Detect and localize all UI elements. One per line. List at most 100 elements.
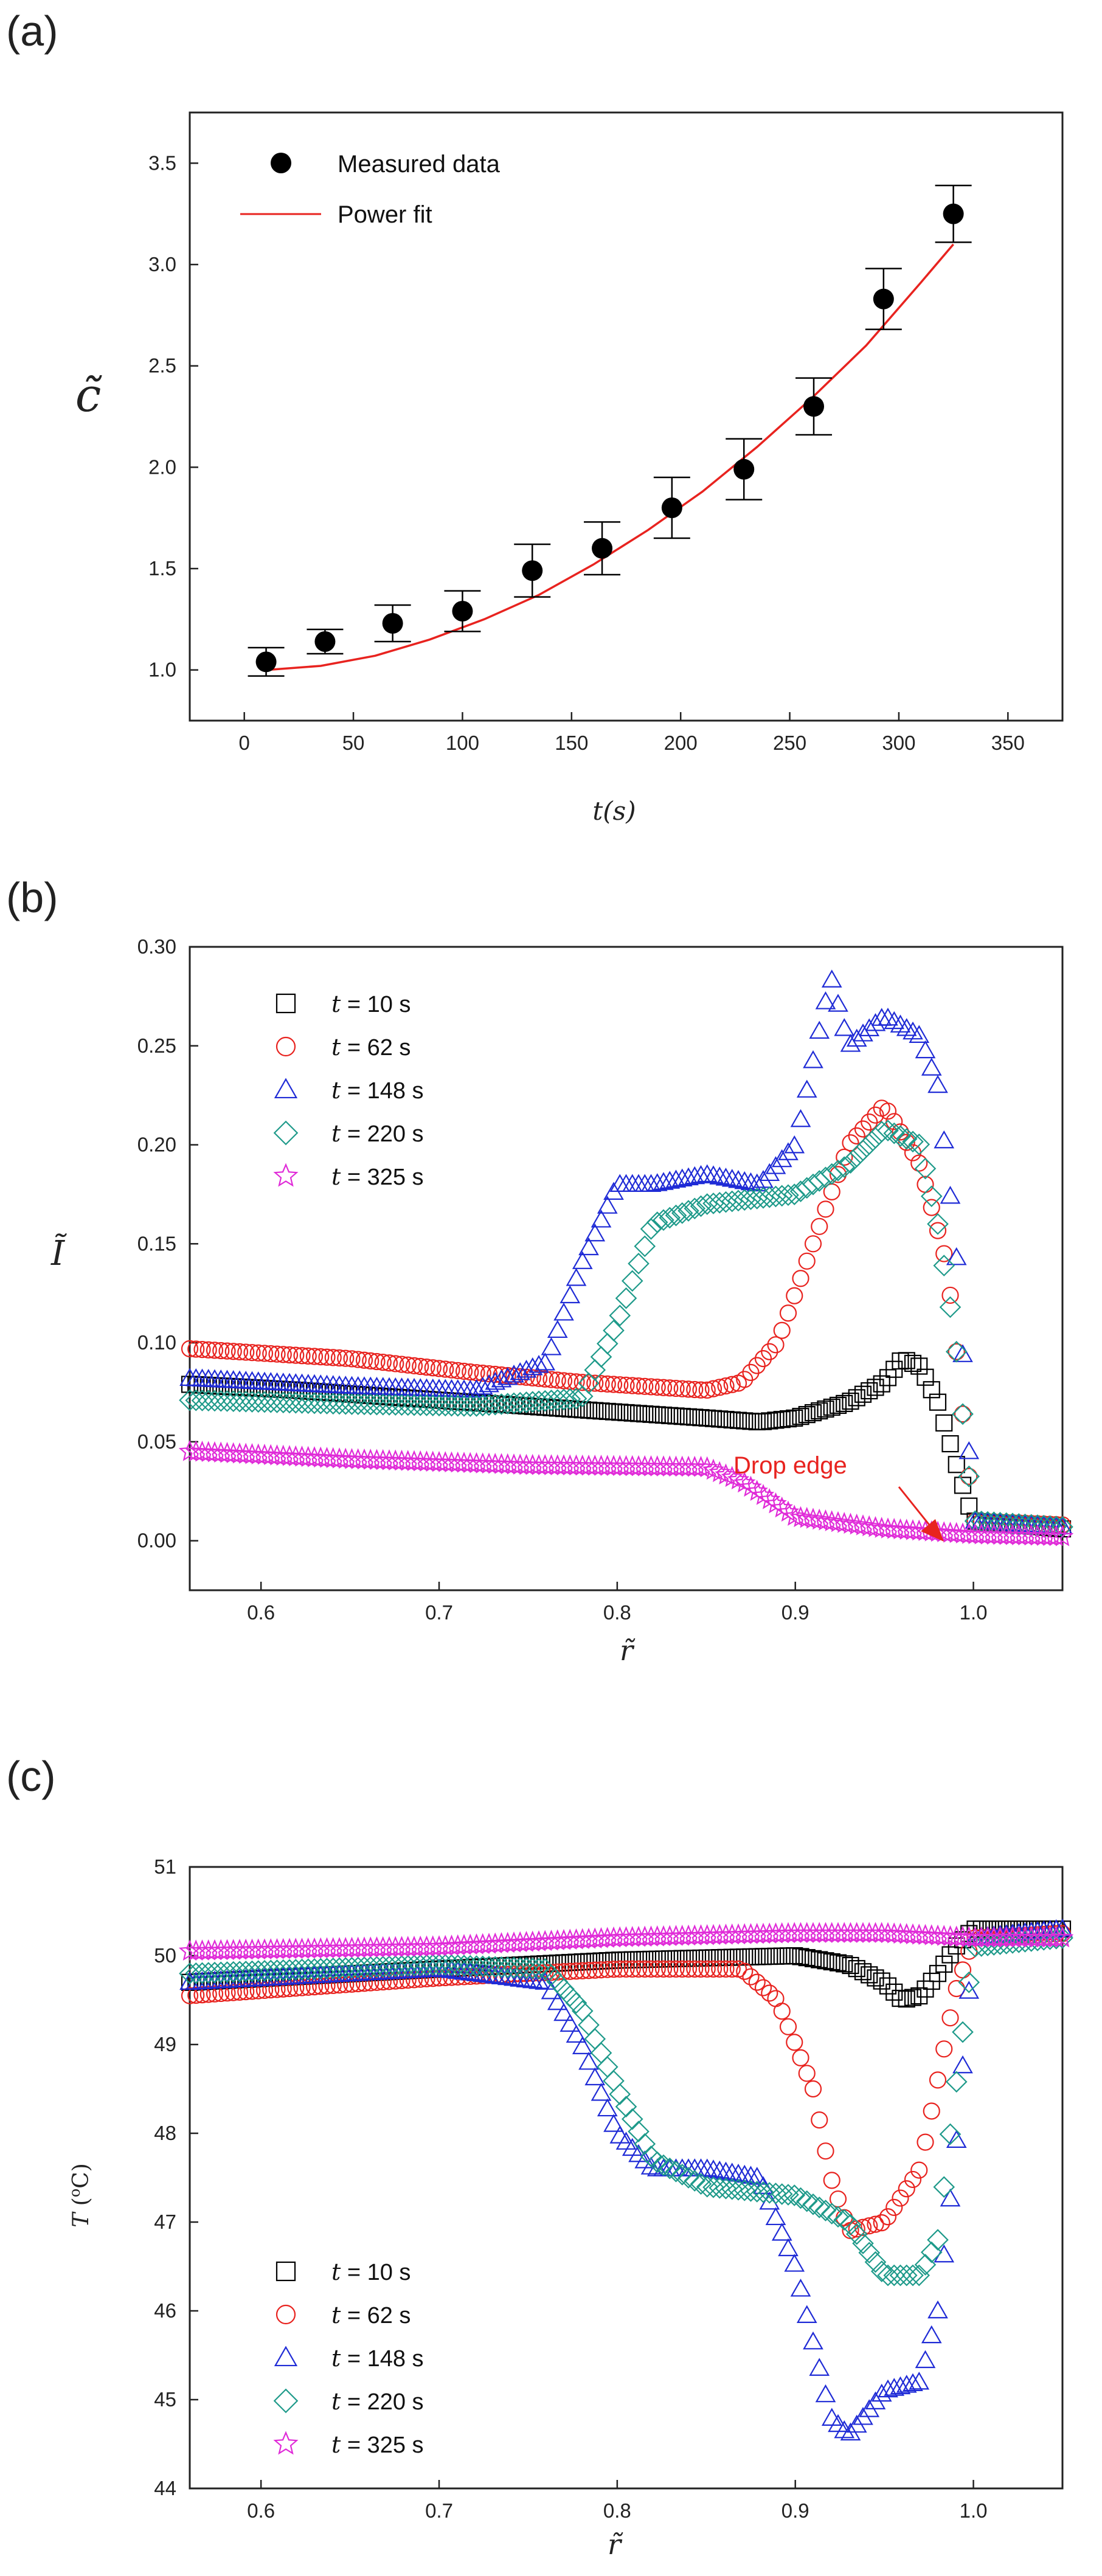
diamond-data-point [322, 1393, 344, 1415]
triangle-data-point [896, 1018, 917, 1036]
y-tick-label: 3.5 [148, 151, 176, 174]
circle-data-point [736, 1371, 754, 1388]
star-data-point [1045, 1525, 1067, 1546]
triangle-data-point [603, 2114, 624, 2132]
circle-data-point [230, 1983, 249, 2001]
diamond-data-point [814, 2200, 837, 2221]
y-tick-label: 3.0 [148, 253, 176, 275]
diamond-data-point [771, 1185, 793, 1207]
star-data-point [590, 1927, 612, 1948]
circle-data-point [798, 1252, 816, 1270]
diamond-data-point [316, 1958, 338, 1979]
y-tick-label: 0.10 [137, 1331, 176, 1354]
panel-b-frame [189, 946, 1064, 1591]
panel-c-y-title-sup: o [66, 2189, 83, 2197]
triangle-data-point [790, 1109, 811, 1127]
triangle-data-point [609, 2125, 631, 2144]
triangle-data-point [578, 1237, 599, 1256]
legend-label-t-10-s: t = 10 s [331, 2259, 411, 2285]
diamond-data-point [322, 1957, 344, 1979]
square-data-point [623, 1404, 641, 1422]
diamond-data-point [889, 2264, 912, 2287]
triangle-data-point [853, 1023, 873, 1042]
y-tick-label: 45 [154, 2388, 176, 2411]
diamond-data-point [421, 1394, 444, 1416]
diamond-data-point [1008, 1931, 1030, 1953]
triangle-data-point [809, 2358, 830, 2376]
diamond-data-point [677, 1200, 699, 1222]
triangle-data-point [915, 2350, 936, 2369]
diamond-data-point [995, 1933, 1017, 1955]
star-data-point [452, 1934, 476, 1955]
diamond-data-point [372, 1956, 394, 1978]
diamond-data-point [721, 1190, 743, 1213]
circle-data-point [867, 2215, 884, 2233]
triangle-data-point [940, 2188, 961, 2207]
star-data-point [559, 1928, 581, 1950]
triangle-data-point [696, 2158, 718, 2176]
star-data-point [895, 1518, 918, 1540]
triangle-data-point [934, 1130, 955, 1149]
panel-a-y-axis: 1.0 1.5 2.0 2.5 3.0 3.5 [148, 151, 198, 681]
star-data-point [715, 1463, 737, 1485]
diamond-data-point [709, 1191, 731, 1214]
diamond-data-point [590, 2042, 612, 2064]
circle-data-point [917, 2133, 934, 2151]
diamond-data-point [291, 1958, 313, 1981]
circle-data-point [623, 1960, 641, 1978]
diamond-data-point [870, 2260, 893, 2282]
diamond-data-point [628, 1253, 650, 1275]
circle-data-point [941, 2009, 959, 2027]
circle-data-point [474, 1365, 491, 1382]
triangle-data-point [385, 1377, 406, 1396]
circle-data-point [948, 1343, 965, 1360]
x-tick-label: 350 [991, 732, 1025, 754]
star-data-point [596, 1927, 619, 1948]
circle-data-point [823, 2172, 840, 2189]
triangle-data-point [703, 1165, 724, 1183]
diamond-data-point [590, 1346, 612, 1368]
star-data-point [552, 1929, 575, 1950]
triangle-data-point [840, 1034, 861, 1052]
diamond-data-point [952, 2021, 974, 2043]
circle-data-point [287, 1346, 305, 1364]
legend-label-t-325-s: t = 325 s [331, 2431, 424, 2458]
measured-data-point [943, 203, 964, 224]
legend-label-t-148-s: t = 148 s [331, 1077, 424, 1104]
diamond-data-point [603, 2070, 625, 2092]
diamond-data-point [653, 2154, 674, 2176]
diamond-data-point [359, 1956, 382, 1978]
x-tick-label: 50 [342, 732, 365, 754]
square-data-point [842, 1393, 859, 1410]
circle-data-point [673, 1960, 691, 1978]
square-data-point [424, 1391, 442, 1408]
triangle-data-point [958, 1981, 980, 1999]
diamond-data-point [665, 1204, 687, 1227]
diamond-data-point [646, 2151, 668, 2173]
diamond-data-point [390, 1955, 413, 1977]
circle-data-point [679, 1960, 698, 1978]
circle-data-point [224, 1984, 242, 2001]
circle-data-point [817, 2142, 834, 2160]
square-data-point [829, 1396, 847, 1414]
circle-data-point [742, 1968, 760, 1986]
circle-data-point [667, 1379, 685, 1397]
triangle-data-point [765, 2207, 786, 2226]
panel-a-x-axis: 0 50 100 150 200 250 300 350 [239, 712, 1025, 754]
circle-data-point [898, 1134, 915, 1151]
square-data-point [611, 1404, 629, 1421]
triangle-data-point [615, 1174, 637, 1192]
diamond-data-point [197, 1962, 220, 1984]
triangle-data-point [765, 1156, 786, 1174]
diamond-data-point [210, 1961, 232, 1984]
panel-a-marks [248, 184, 972, 677]
circle-data-point [698, 1960, 716, 1978]
diamond-data-point [297, 1958, 319, 1981]
triangle-data-point [728, 2163, 749, 2182]
circle-data-point [786, 1287, 803, 1304]
circle-data-point [580, 1962, 598, 1979]
circle-data-point [867, 1106, 884, 1124]
diamond-data-point [341, 1956, 363, 1979]
diamond-data-point [1002, 1932, 1024, 1954]
